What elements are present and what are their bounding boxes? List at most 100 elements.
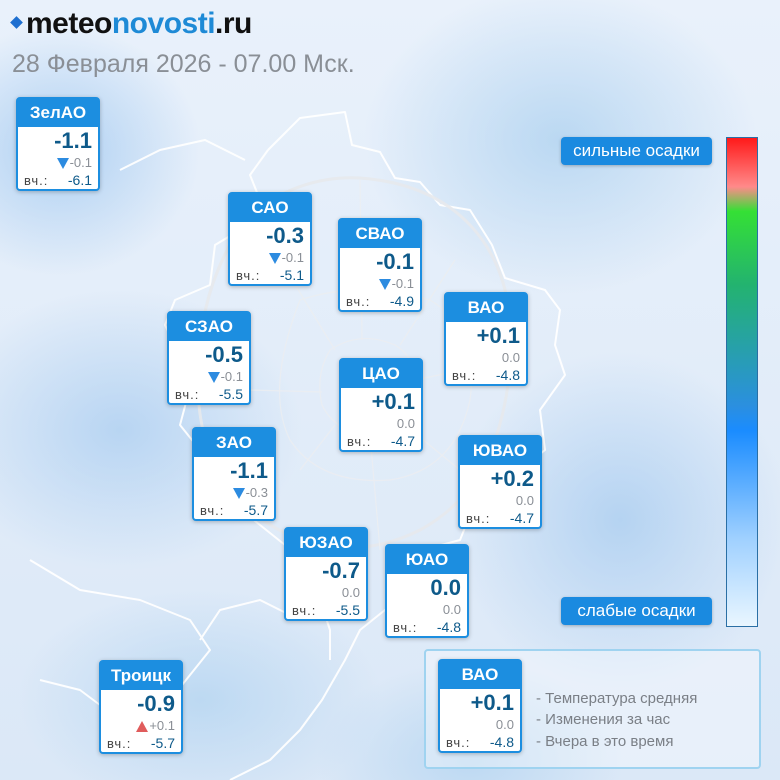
trend-up-icon	[136, 721, 149, 733]
site-logo[interactable]: meteonovosti.ru	[10, 6, 252, 42]
precipitation-scale-bar	[726, 137, 758, 627]
yesterday-temperature: -4.8	[436, 619, 461, 635]
yesterday-label: вч.:	[347, 434, 372, 449]
yesterday-label: вч.:	[236, 268, 261, 283]
hourly-change: 0.0	[443, 602, 461, 617]
trend-down-icon	[232, 488, 245, 500]
hourly-change-value: 0.0	[515, 493, 534, 508]
district-temperature: -0.1	[376, 249, 414, 274]
trend-down-icon	[207, 372, 220, 384]
yesterday-label: вч.:	[466, 511, 491, 526]
hourly-change: -0.1	[378, 276, 414, 291]
district-card-svao[interactable]: СВАО -0.1 -0.1 вч.: -4.9	[338, 218, 422, 312]
district-name: ЗАО	[194, 429, 274, 457]
trend-down-icon	[378, 279, 391, 291]
hourly-change-value: -0.1	[391, 276, 414, 291]
district-temperature: -1.1	[230, 458, 268, 483]
yesterday-temperature: -6.1	[67, 172, 92, 188]
yesterday-temperature: -5.5	[335, 602, 360, 618]
district-name: ВАО	[446, 294, 526, 322]
district-temperature: -0.3	[266, 223, 304, 248]
hourly-change: -0.3	[232, 485, 268, 500]
yesterday-label: вч.:	[292, 603, 317, 618]
district-name: Троицк	[101, 662, 181, 690]
district-name: СЗАО	[169, 313, 249, 341]
legend-item-hourly-change: - Изменения за час	[536, 711, 671, 728]
yesterday-temperature: -4.9	[389, 293, 414, 309]
district-card-szao[interactable]: СЗАО -0.5 -0.1 вч.: -5.5	[167, 311, 251, 405]
yesterday-label: вч.:	[393, 620, 418, 635]
hourly-change-value: -0.1	[69, 155, 92, 170]
district-card-yuvao[interactable]: ЮВАО +0.2 0.0 вч.: -4.7	[458, 435, 542, 529]
district-card-troitsk[interactable]: Троицк -0.9 +0.1 вч.: -5.7	[99, 660, 183, 754]
logo-text-main: novosti	[111, 7, 216, 40]
yesterday-temperature: -5.5	[218, 386, 243, 402]
yesterday-temperature: -5.1	[279, 267, 304, 283]
district-name: ЦАО	[341, 360, 421, 388]
logo-mark-icon	[10, 15, 23, 29]
logo-text-suffix: .ru	[215, 7, 252, 40]
district-name: ЮВАО	[460, 437, 540, 465]
district-temperature: 0.0	[430, 575, 461, 600]
district-name: ЗелАО	[18, 99, 98, 127]
yesterday-label: вч.:	[346, 294, 371, 309]
hourly-change-value: +0.1	[149, 718, 175, 733]
trend-down-icon	[268, 253, 281, 265]
yesterday-label: вч.:	[446, 735, 471, 750]
hourly-change: -0.1	[56, 155, 92, 170]
hourly-change: -0.1	[268, 250, 304, 265]
district-name: СВАО	[340, 220, 420, 248]
yesterday-temperature: -4.8	[489, 734, 514, 750]
hourly-change: 0.0	[502, 350, 520, 365]
heavy-precipitation-label: сильные осадки	[561, 137, 712, 165]
district-card-vao[interactable]: ВАО +0.1 0.0 вч.: -4.8	[444, 292, 528, 386]
district-name: ЮЗАО	[286, 529, 366, 557]
district-card-yuzao[interactable]: ЮЗАО -0.7 0.0 вч.: -5.5	[284, 527, 368, 621]
yesterday-label: вч.:	[24, 173, 49, 188]
legend-item-average-temp: - Температура средняя	[536, 690, 698, 707]
hourly-change: +0.1	[136, 718, 175, 733]
yesterday-label: вч.:	[107, 736, 132, 751]
district-name: ЮАО	[387, 546, 467, 574]
district-card-cao[interactable]: ЦАО +0.1 0.0 вч.: -4.7	[339, 358, 423, 452]
district-temperature: +0.2	[490, 466, 534, 491]
district-temperature: -0.5	[205, 342, 243, 367]
district-card-yuao[interactable]: ЮАО 0.0 0.0 вч.: -4.8	[385, 544, 469, 638]
hourly-change: 0.0	[496, 717, 514, 732]
hourly-change-value: -0.1	[220, 369, 243, 384]
hourly-change-value: 0.0	[396, 416, 415, 431]
district-name: ВАО	[440, 661, 520, 689]
hourly-change-value: -0.3	[245, 485, 268, 500]
light-precipitation-label: слабые осадки	[561, 597, 712, 625]
yesterday-temperature: -4.8	[495, 367, 520, 383]
trend-down-icon	[56, 158, 69, 170]
forecast-datetime: 28 Февраля 2026 - 07.00 Мск.	[12, 50, 355, 78]
district-temperature: -1.1	[54, 128, 92, 153]
district-temperature: +0.1	[371, 389, 415, 414]
yesterday-label: вч.:	[200, 503, 225, 518]
district-card-sao[interactable]: САО -0.3 -0.1 вч.: -5.1	[228, 192, 312, 286]
hourly-change: 0.0	[397, 416, 415, 431]
hourly-change: -0.1	[207, 369, 243, 384]
district-temperature: -0.7	[322, 558, 360, 583]
legend-item-yesterday: - Вчера в это время	[536, 733, 674, 750]
yesterday-temperature: -4.7	[390, 433, 415, 449]
yesterday-temperature: -5.7	[243, 502, 268, 518]
legend-sample-card: ВАО +0.1 0.0 вч.: -4.8	[438, 659, 522, 753]
yesterday-label: вч.:	[175, 387, 200, 402]
district-temperature: +0.1	[476, 323, 520, 348]
yesterday-label: вч.:	[452, 368, 477, 383]
hourly-change-value: 0.0	[495, 717, 514, 732]
hourly-change-value: -0.1	[281, 250, 304, 265]
hourly-change-value: 0.0	[501, 350, 520, 365]
yesterday-temperature: -4.7	[509, 510, 534, 526]
district-temperature: +0.1	[470, 690, 514, 715]
hourly-change: 0.0	[516, 493, 534, 508]
logo-text-prefix: meteo	[26, 7, 112, 40]
yesterday-temperature: -5.7	[150, 735, 175, 751]
district-temperature: -0.9	[137, 691, 175, 716]
district-card-zelao[interactable]: ЗелАО -1.1 -0.1 вч.: -6.1	[16, 97, 100, 191]
hourly-change: 0.0	[342, 585, 360, 600]
district-card-zao[interactable]: ЗАО -1.1 -0.3 вч.: -5.7	[192, 427, 276, 521]
